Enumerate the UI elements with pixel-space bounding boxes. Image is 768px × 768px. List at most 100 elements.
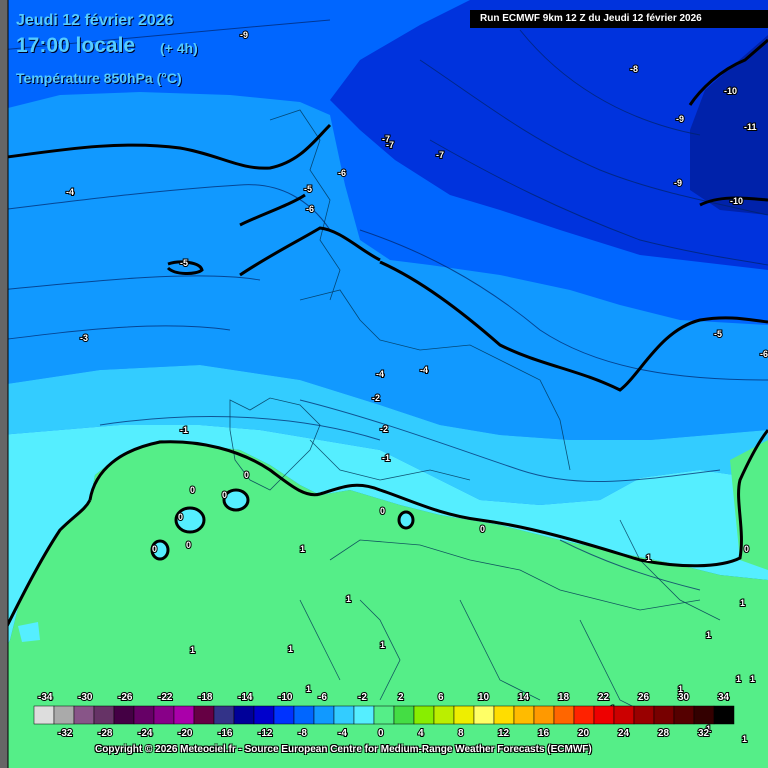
scale-swatch — [673, 705, 695, 725]
scale-tick-top: -14 — [238, 692, 253, 703]
scale-swatch — [213, 705, 235, 725]
forecast-time: 17:00 locale — [16, 34, 136, 57]
scale-swatch — [333, 705, 355, 725]
scale-tick-top: 10 — [478, 692, 490, 703]
contour-label: 1 — [740, 598, 745, 608]
contour-label: -4 — [66, 187, 74, 197]
scale-swatch — [593, 705, 615, 725]
scale-tick-top: -6 — [318, 692, 327, 703]
scale-tick-top: -18 — [198, 692, 213, 703]
scale-swatch — [73, 705, 95, 725]
scale-tick-bottom: 28 — [658, 728, 670, 739]
scale-tick-bottom: 0 — [378, 728, 384, 739]
contour-labels: -9-8-10-11-9-9-10-7-7-7-6-5-6-4-5-3 -5-6-… — [65, 29, 768, 745]
contour-label: 1 — [706, 724, 711, 734]
scale-tick-top: 26 — [638, 692, 650, 703]
scale-swatch — [173, 705, 195, 725]
contour-label: 0 — [152, 544, 157, 554]
scale-tick-top: 2 — [398, 692, 404, 703]
contour-label: -5 — [304, 184, 312, 194]
contour-label: -7 — [382, 134, 390, 144]
contour-label: 1 — [288, 644, 293, 654]
scale-swatch — [93, 705, 115, 725]
band-minus2-to-4 — [0, 365, 768, 505]
contour-label: -8 — [630, 64, 638, 74]
contour-label: 1 — [736, 674, 741, 684]
scale-tick-top: -30 — [78, 692, 93, 703]
contour-label: -10 — [730, 196, 743, 206]
scale-swatch — [453, 705, 475, 725]
contour-label: -5 — [180, 258, 188, 268]
scale-tick-bottom: 8 — [458, 728, 464, 739]
scale-tick-bottom: -20 — [178, 728, 193, 739]
scale-tick-bottom: -12 — [258, 728, 273, 739]
scale-swatch — [693, 705, 715, 725]
run-info: Run ECMWF 9km 12 Z du Jeudi 12 février 2… — [470, 10, 768, 28]
scale-tick-bottom: 20 — [578, 728, 590, 739]
scale-tick-top: -26 — [118, 692, 133, 703]
copyright-notice: Copyright © 2026 Meteociel.fr - Source E… — [95, 744, 592, 755]
scale-swatch — [313, 705, 335, 725]
contour-label: -5 — [714, 329, 722, 339]
contour-label: -6 — [338, 168, 346, 178]
contour-label: -4 — [376, 369, 384, 379]
scale-swatch — [233, 705, 255, 725]
scale-tick-bottom: -16 — [218, 728, 233, 739]
scale-tick-bottom: -28 — [98, 728, 113, 739]
isotherm-minus-6 — [239, 193, 306, 227]
contour-label: 1 — [190, 645, 195, 655]
contour-label: 0 — [190, 485, 195, 495]
scale-tick-top: -34 — [38, 692, 53, 703]
contour-label: 0 — [744, 544, 749, 554]
contour-label: 1 — [346, 594, 351, 604]
contour-label: 0 — [244, 470, 249, 480]
scale-tick-bottom: 12 — [498, 728, 510, 739]
scale-tick-bottom: -8 — [298, 728, 307, 739]
contour-label: -2 — [380, 424, 388, 434]
scale-tick-top: -22 — [158, 692, 173, 703]
scale-tick-top: 6 — [438, 692, 444, 703]
isotherm-minus-4 — [0, 123, 332, 170]
contour-label: 0 — [380, 506, 385, 516]
isotherm-minus-6b — [379, 260, 768, 392]
scale-swatch — [533, 705, 555, 725]
band-minus4-to-6 — [0, 92, 768, 440]
scale-tick-bottom: -4 — [338, 728, 347, 739]
scale-tick-top: 18 — [558, 692, 570, 703]
scale-swatch — [353, 705, 375, 725]
scale-swatch — [33, 705, 55, 725]
contour-label: -7 — [436, 150, 444, 160]
contour-label: -4 — [420, 365, 428, 375]
scale-swatch — [553, 705, 575, 725]
scale-swatch — [193, 705, 215, 725]
isotherm-zero — [88, 429, 768, 568]
scale-swatch — [573, 705, 595, 725]
scale-swatch — [513, 705, 535, 725]
contour-label: -11 — [744, 122, 757, 132]
contour-label: 1 — [678, 684, 683, 694]
scale-tick-top: -2 — [358, 692, 367, 703]
contour-label: -7 — [386, 140, 394, 150]
contour-label: 1 — [742, 734, 747, 744]
contour-label: 1 — [750, 674, 755, 684]
scale-swatch — [153, 705, 175, 725]
contour-label: 0 — [222, 490, 227, 500]
scale-tick-bottom: 4 — [418, 728, 424, 739]
scale-swatch — [413, 705, 435, 725]
contour-label: 1 — [306, 684, 311, 694]
contour-label: -10 — [724, 86, 737, 96]
contour-label: 1 — [300, 544, 305, 554]
scale-swatch — [473, 705, 495, 725]
band-minus8-to-10 — [330, 0, 768, 270]
contour-label: 0 — [186, 540, 191, 550]
scale-swatch — [113, 705, 135, 725]
scale-swatch — [293, 705, 315, 725]
scale-tick-bottom: 16 — [538, 728, 550, 739]
scale-swatch — [393, 705, 415, 725]
contour-label: -3 — [80, 333, 88, 343]
isotherm-minus-5 — [239, 226, 381, 277]
scale-tick-top: 30 — [678, 692, 690, 703]
scale-swatch — [53, 705, 75, 725]
band-0-to-minus2 — [0, 425, 768, 660]
